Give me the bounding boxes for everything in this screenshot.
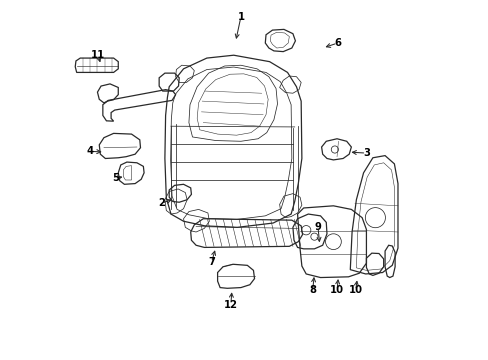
Text: 1: 1 — [237, 12, 244, 22]
Text: 6: 6 — [334, 38, 341, 48]
Text: 12: 12 — [224, 300, 237, 310]
Text: 10: 10 — [348, 285, 362, 296]
Text: 9: 9 — [314, 222, 321, 232]
Text: 7: 7 — [208, 257, 215, 267]
Text: 11: 11 — [91, 50, 105, 60]
Text: 8: 8 — [308, 285, 315, 296]
Text: 10: 10 — [329, 285, 344, 296]
Text: 2: 2 — [158, 198, 164, 208]
Text: 5: 5 — [112, 173, 119, 183]
Text: 4: 4 — [86, 146, 93, 156]
Text: 3: 3 — [362, 148, 369, 158]
